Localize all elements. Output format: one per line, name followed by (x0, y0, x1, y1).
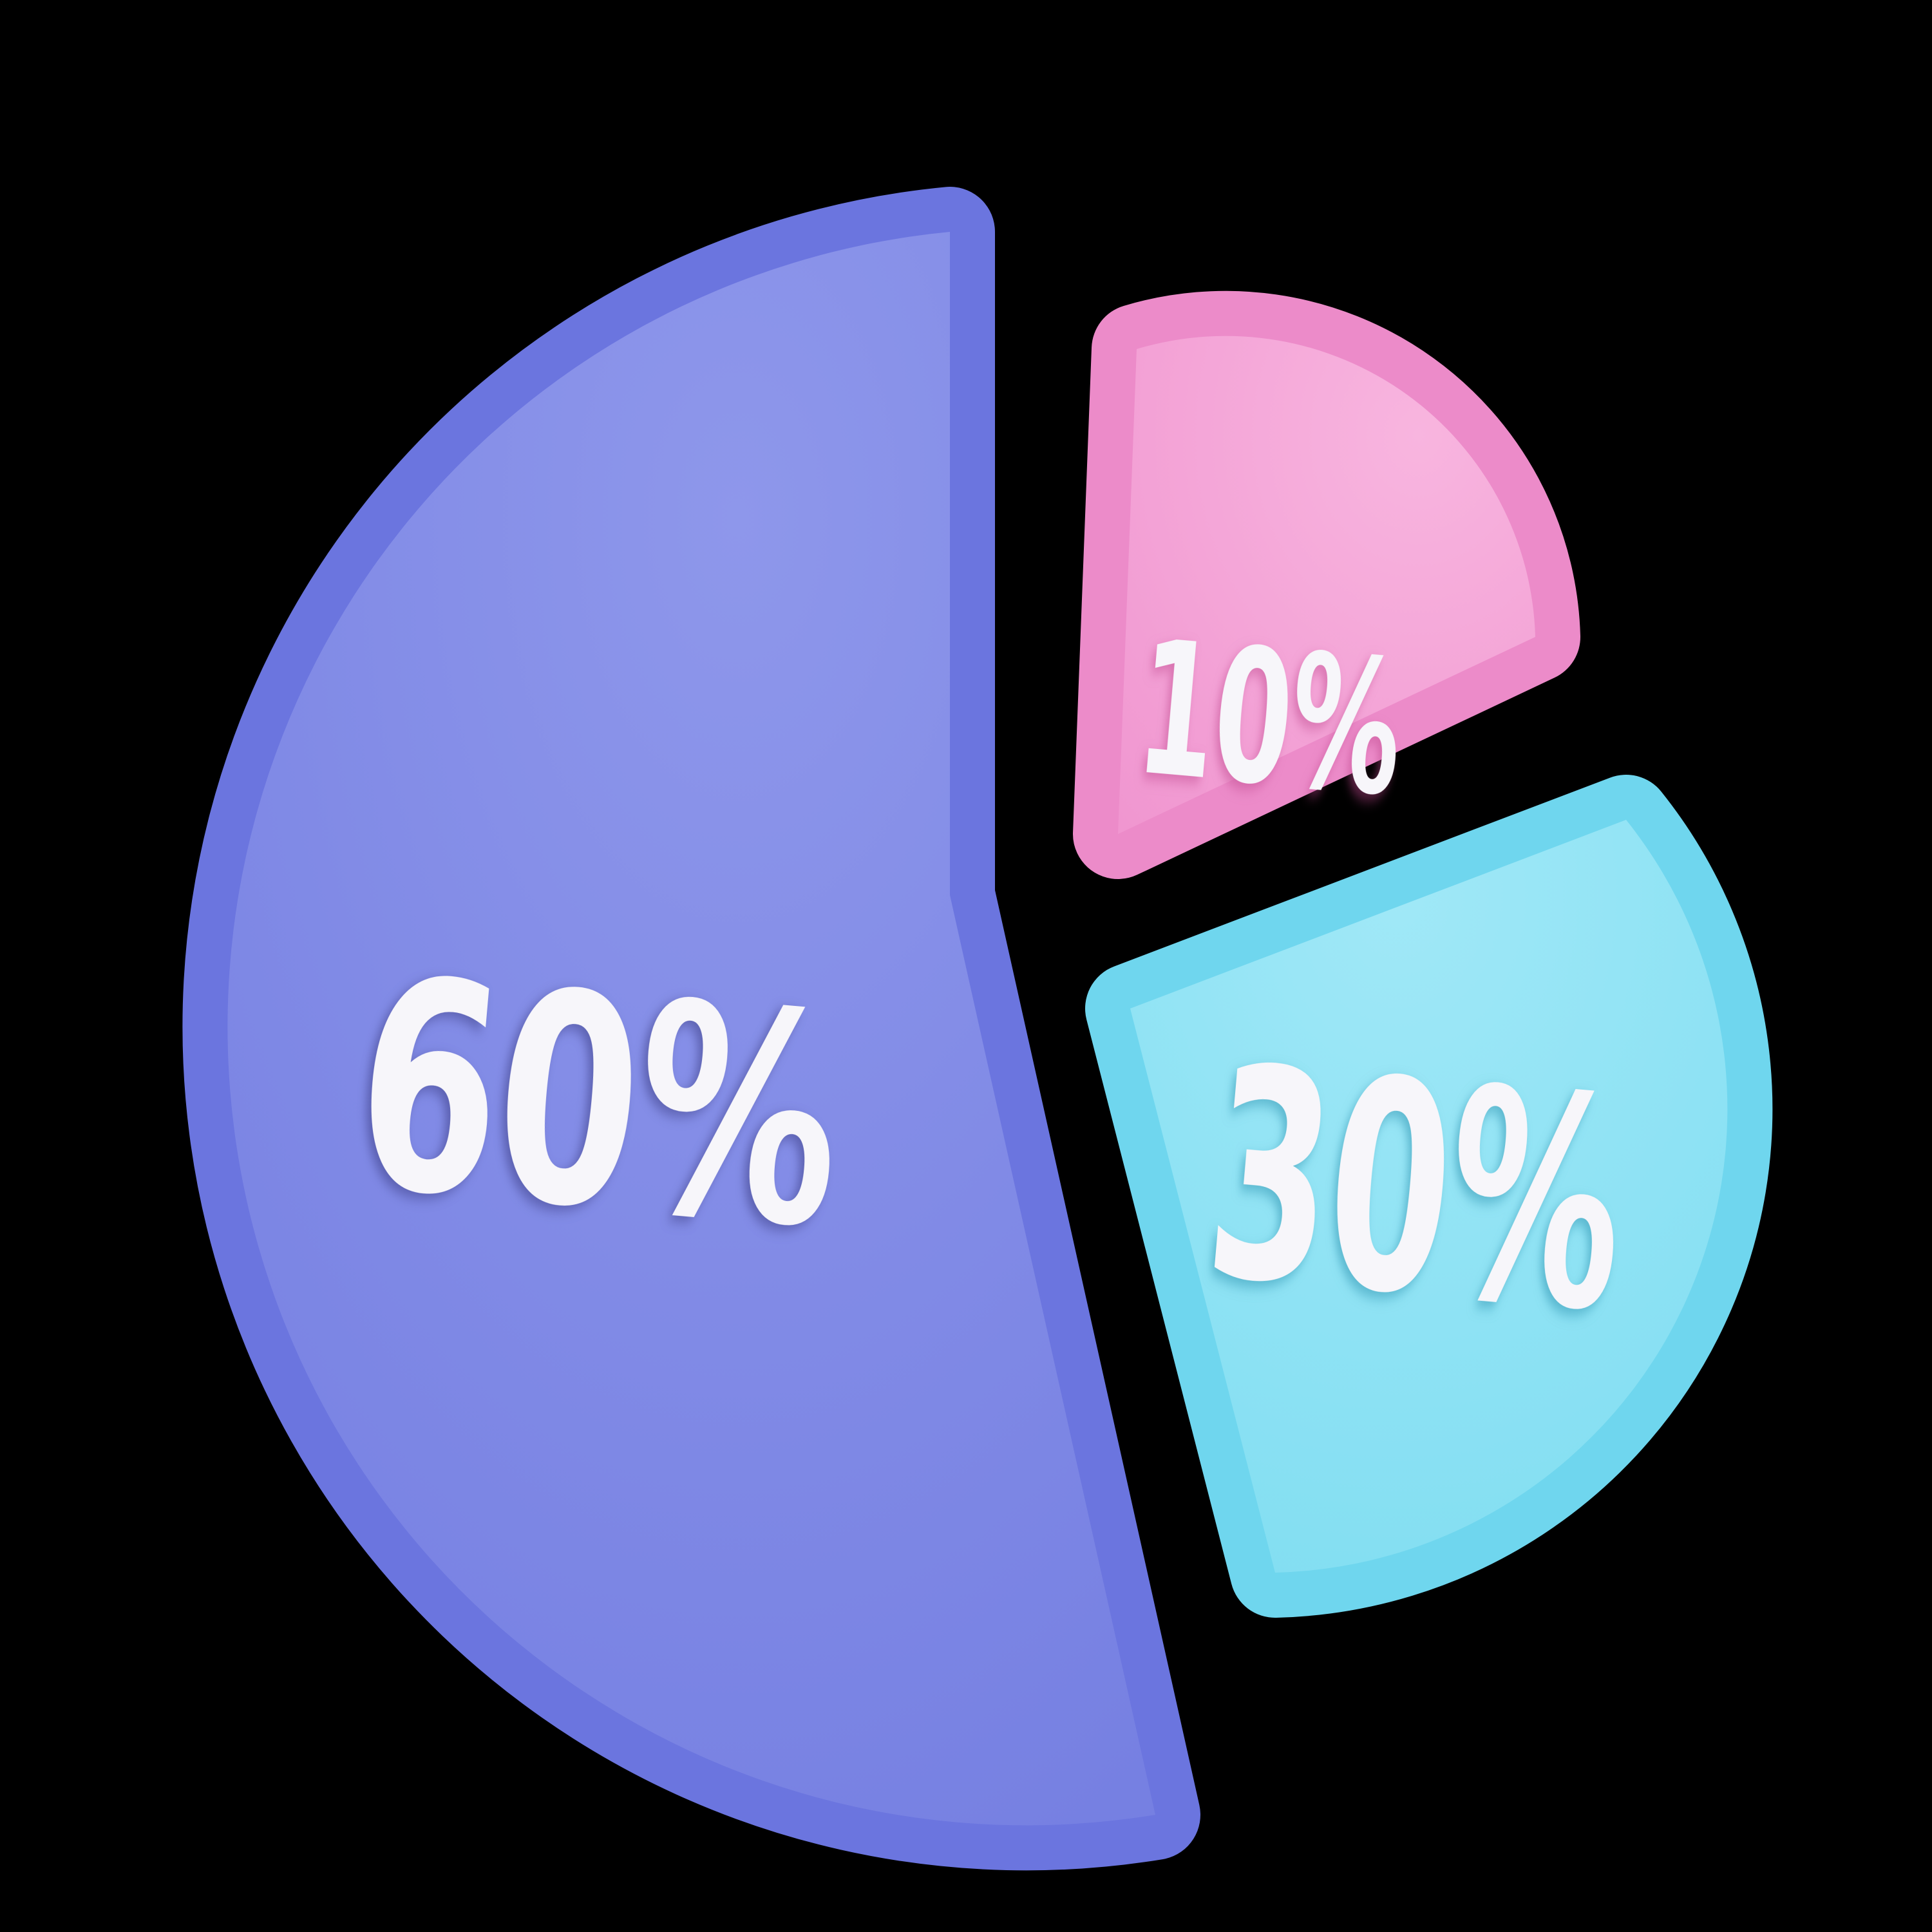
pie-slice-cyan-30 (1085, 775, 1773, 1618)
pie-label-30: 30% (1197, 1005, 1635, 1377)
pie-label-60: 60% (345, 914, 852, 1293)
pie-label-10: 10% (1130, 600, 1410, 837)
pie-slice-pink-10 (1073, 290, 1580, 879)
pie-slice-purple-60 (182, 187, 1200, 1871)
